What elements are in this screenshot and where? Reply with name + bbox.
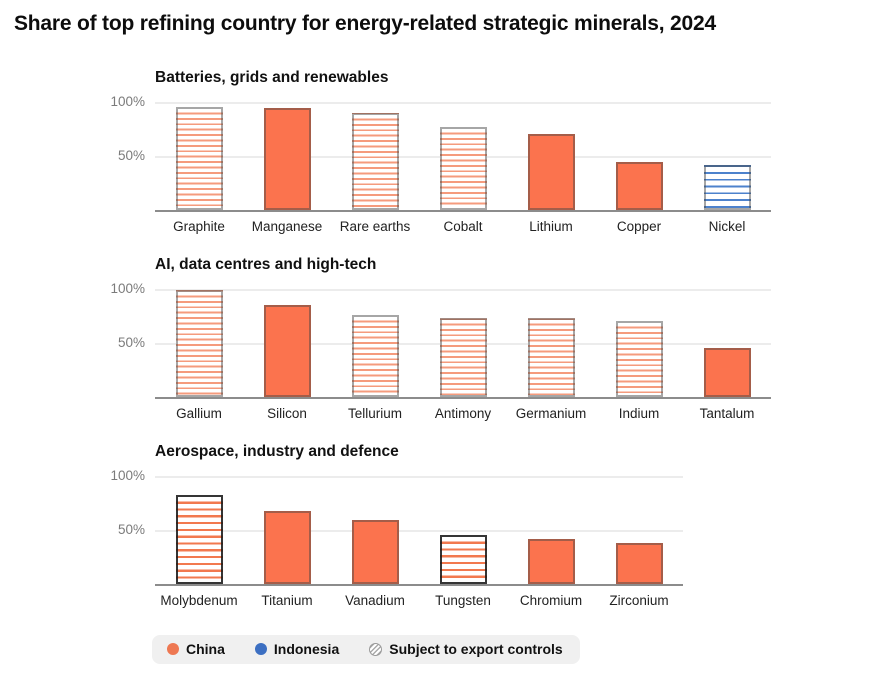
panel-title: AI, data centres and high-tech (155, 256, 377, 273)
category-label: Zirconium (609, 593, 669, 608)
panel-title: Aerospace, industry and defence (155, 443, 399, 460)
panel-ai-data-centres-high-tech: AI, data centres and high-tech 100% 50% G… (110, 255, 876, 422)
bar-slot-tantalum (683, 289, 771, 397)
gridline-100 (155, 102, 771, 104)
bar-gallium (175, 290, 223, 397)
category-label: Germanium (515, 406, 587, 421)
gridline-100 (155, 289, 771, 291)
y-axis-tick-label: 50% (117, 522, 145, 537)
y-axis-tick-label: 50% (117, 335, 145, 350)
legend: China Indonesia Subject to export contro… (152, 635, 580, 664)
category-label: Silicon (267, 406, 307, 421)
bar-slot-vanadium (331, 476, 419, 584)
legend-item-indonesia: Indonesia (254, 641, 340, 657)
bar-tungsten (439, 535, 487, 584)
bar-indium (615, 321, 663, 397)
bar-silicon (263, 305, 311, 397)
bar-molybdenum (175, 495, 223, 584)
bar-slot-copper (595, 102, 683, 210)
bar-graphite (175, 107, 223, 210)
plot-area: 100% 50% (110, 94, 771, 212)
category-label: Manganese (251, 219, 323, 234)
charts-container: Batteries, grids and renewables 100% 50% … (110, 68, 876, 609)
bar-zirconium (615, 542, 663, 584)
category-labels-row: Graphite Manganese Rare earths Cobalt Lithiu… (155, 218, 876, 235)
legend-item-china: China (167, 641, 225, 657)
category-label: Indium (618, 406, 660, 421)
bar-nickel (703, 164, 751, 210)
category-label: Vanadium (345, 593, 405, 608)
export-controls-dot-icon (369, 642, 383, 656)
category-labels-row: Molybdenum Titanium Vanadium Tungsten Chromi… (155, 592, 876, 609)
category-label: Lithium (529, 219, 573, 234)
y-axis-tick-label: 50% (117, 148, 145, 163)
y-axis-tick-label: 100% (110, 281, 145, 296)
bar-copper (615, 162, 663, 210)
bar-slot-lithium (507, 102, 595, 210)
gridline-100 (155, 476, 683, 478)
y-axis-tick-label: 100% (110, 468, 145, 483)
category-label: Copper (616, 219, 662, 234)
bar-cobalt (439, 126, 487, 210)
category-label: Molybdenum (160, 593, 238, 608)
bar-vanadium (351, 520, 399, 584)
page-title: Share of top refining country for energy… (14, 12, 716, 35)
panel-title: Batteries, grids and renewables (155, 69, 389, 86)
gridline-50 (155, 530, 683, 532)
bar-tantalum (703, 348, 751, 397)
bar-chromium (527, 538, 575, 584)
category-label: Graphite (173, 219, 225, 234)
bar-slot-nickel (683, 102, 771, 210)
legend-label: Indonesia (273, 641, 340, 657)
bar-slot-titanium (243, 476, 331, 584)
legend-label: China (186, 641, 225, 657)
bar-slot-molybdenum (155, 476, 243, 584)
bar-lithium (527, 134, 575, 210)
legend-item-export-controls: Subject to export controls (369, 641, 563, 657)
bar-slot-zirconium (595, 476, 683, 584)
category-label: Nickel (708, 219, 746, 234)
legend-label: Subject to export controls (389, 641, 563, 657)
china-dot-icon (167, 643, 179, 655)
bar-slot-silicon (243, 289, 331, 397)
bar-slot-gallium (155, 289, 243, 397)
bar-manganese (263, 108, 311, 210)
category-label: Antimony (434, 406, 492, 421)
bar-antimony (439, 318, 487, 397)
category-label: Chromium (519, 593, 583, 608)
category-label: Titanium (261, 593, 313, 608)
bar-slot-antimony (419, 289, 507, 397)
bar-germanium (527, 318, 575, 397)
plot-area: 100% 50% (110, 281, 771, 399)
category-label: Tungsten (435, 593, 491, 608)
category-label: Rare earths (339, 219, 411, 234)
bar-slot-manganese (243, 102, 331, 210)
category-labels-row: Gallium Silicon Tellurium Antimony Germanium… (155, 405, 876, 422)
bar-slot-tellurium (331, 289, 419, 397)
category-label: Gallium (176, 406, 222, 421)
bar-slot-rare-earths (331, 102, 419, 210)
indonesia-dot-icon (254, 643, 267, 655)
category-label: Cobalt (443, 219, 483, 234)
bar-titanium (263, 510, 311, 584)
panel-batteries-grids-renewables: Batteries, grids and renewables 100% 50% … (110, 68, 876, 235)
bar-slot-tungsten (419, 476, 507, 584)
bar-slot-germanium (507, 289, 595, 397)
category-label: Tellurium (347, 406, 402, 421)
category-label: Tantalum (699, 406, 755, 421)
bar-slot-graphite (155, 102, 243, 210)
bar-slot-indium (595, 289, 683, 397)
bar-slot-cobalt (419, 102, 507, 210)
bar-tellurium (351, 314, 399, 397)
plot-area: 100% 50% (110, 468, 683, 586)
panel-aerospace-industry-defence: Aerospace, industry and defence 100% 50% … (110, 442, 876, 609)
y-axis-tick-label: 100% (110, 94, 145, 109)
bar-rare-earths (351, 112, 399, 210)
bar-slot-chromium (507, 476, 595, 584)
